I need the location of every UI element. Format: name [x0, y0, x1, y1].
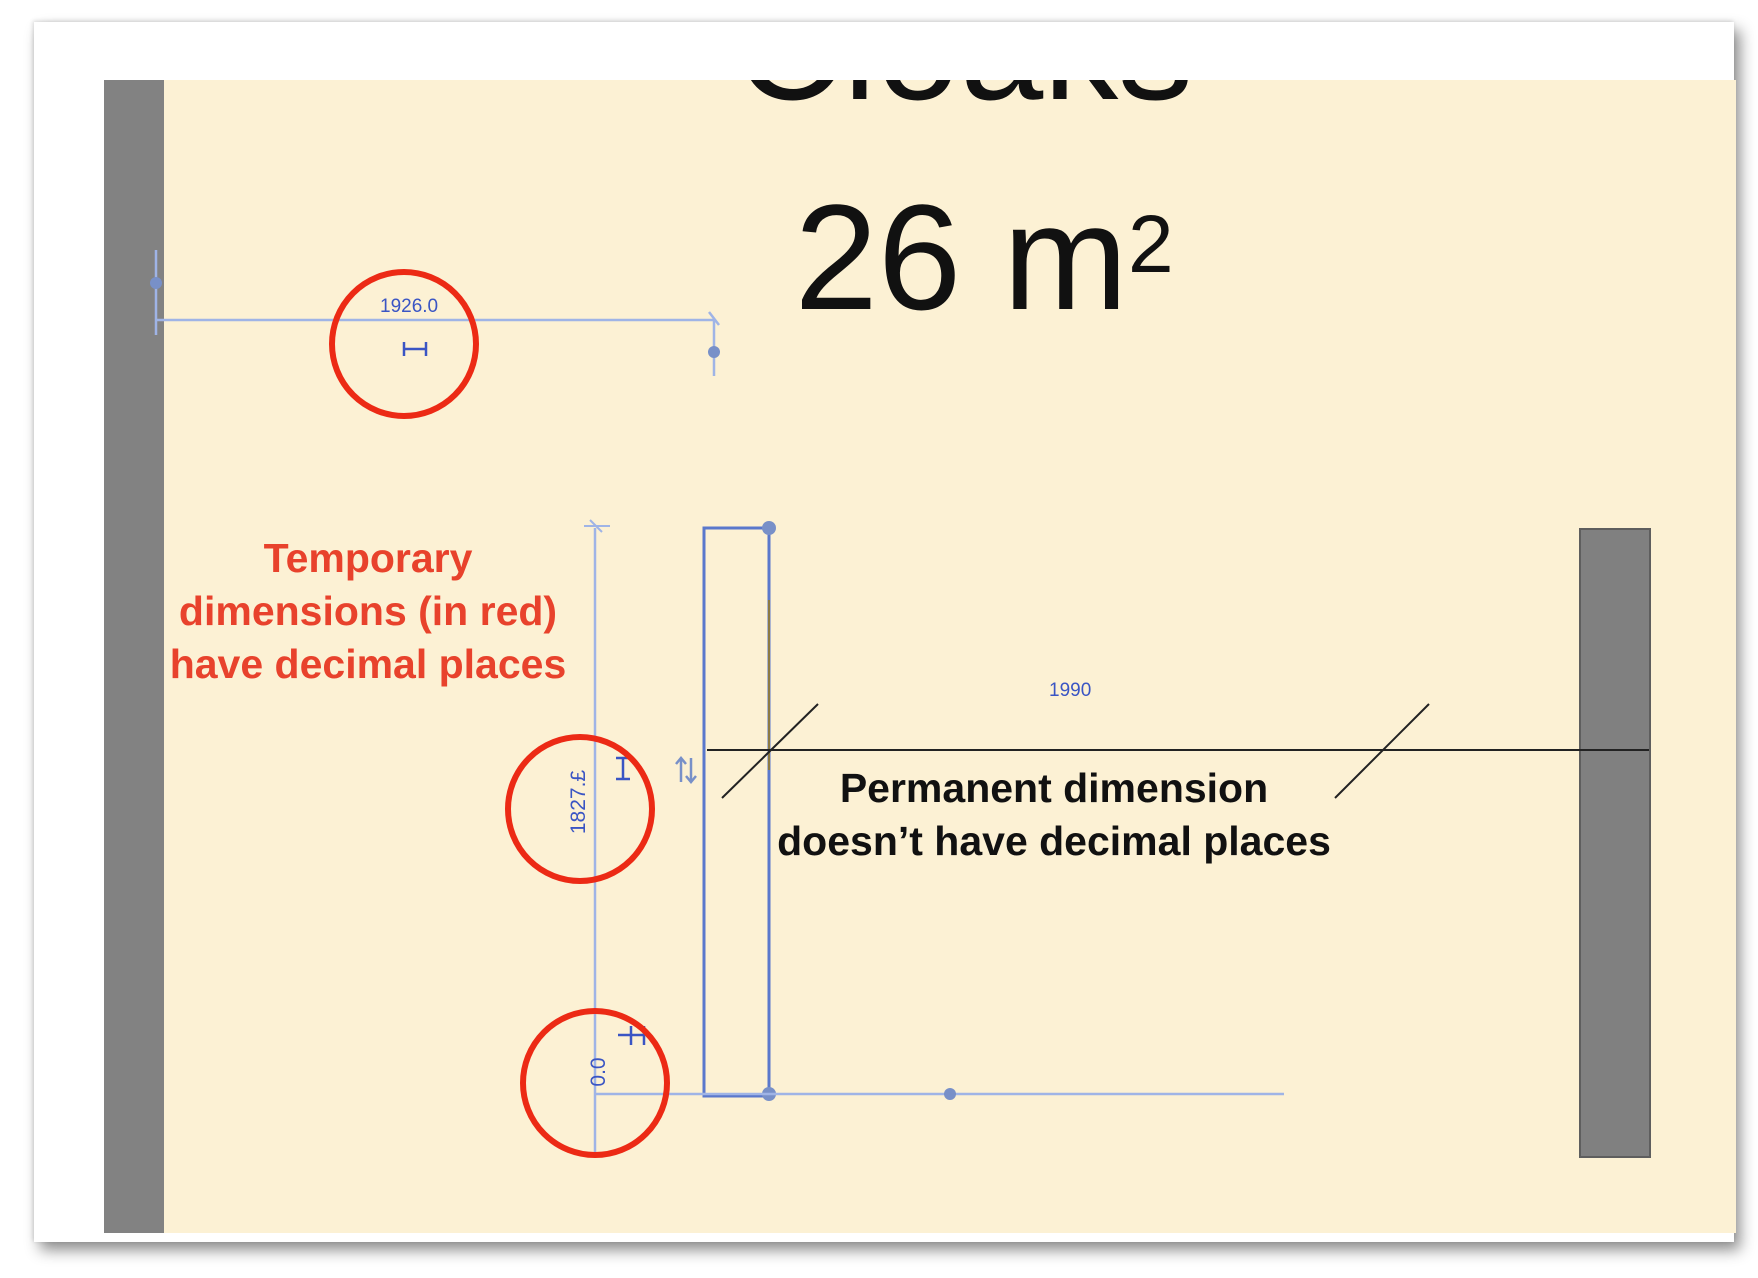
- right-wall[interactable]: [1579, 528, 1651, 1158]
- temp-dimension-vertical-value[interactable]: 1827.£: [567, 769, 590, 835]
- permanent-dimension-callout: Permanent dimension doesn’t have decimal…: [754, 762, 1354, 868]
- room-area-superscript: 2: [1127, 199, 1174, 291]
- temp-dimension-bottom-value[interactable]: 0.0: [587, 1057, 610, 1087]
- room-area-value: 26 m: [794, 173, 1128, 341]
- permanent-dimension-value[interactable]: 1990: [1049, 680, 1092, 701]
- slide-frame: Cloaks 26 m2: [34, 22, 1736, 1242]
- i-beam-icon[interactable]: [402, 342, 428, 356]
- highlight-circle-horizontal: [329, 269, 479, 419]
- dimension-overlay: [150, 250, 1649, 1158]
- callout-line: dimensions (in red): [178, 588, 558, 634]
- grip-dot-icon[interactable]: [944, 1088, 956, 1100]
- callout-line: doesn’t have decimal places: [777, 818, 1331, 864]
- highlight-circle-bottom: [520, 1008, 670, 1158]
- left-wall[interactable]: [104, 80, 164, 1233]
- permanent-dimension[interactable]: [707, 703, 1649, 799]
- grip-dot-icon[interactable]: [762, 521, 776, 535]
- callout-line: Permanent dimension: [839, 765, 1269, 811]
- i-beam-icon[interactable]: [616, 756, 630, 781]
- room-name-tag[interactable]: Cloaks: [594, 80, 1334, 122]
- callout-line: Temporary: [263, 535, 473, 581]
- temporary-dimension-callout: Temporary dimensions (in red) have decim…: [124, 532, 612, 691]
- flip-arrows-icon[interactable]: [675, 756, 697, 784]
- room-area-tag[interactable]: 26 m2: [704, 182, 1264, 332]
- callout-line: have decimal places: [169, 641, 567, 687]
- temp-dimension-horizontal-value[interactable]: 1926.0: [380, 296, 439, 317]
- highlight-circle-vertical: [505, 734, 655, 884]
- grip-dot-icon[interactable]: [708, 346, 720, 358]
- temp-dimension-vertical[interactable]: [584, 519, 610, 1158]
- grip-dot-icon[interactable]: [150, 277, 162, 289]
- floor-plan-view: Cloaks 26 m2: [104, 80, 1736, 1233]
- door-panel[interactable]: [702, 526, 771, 1098]
